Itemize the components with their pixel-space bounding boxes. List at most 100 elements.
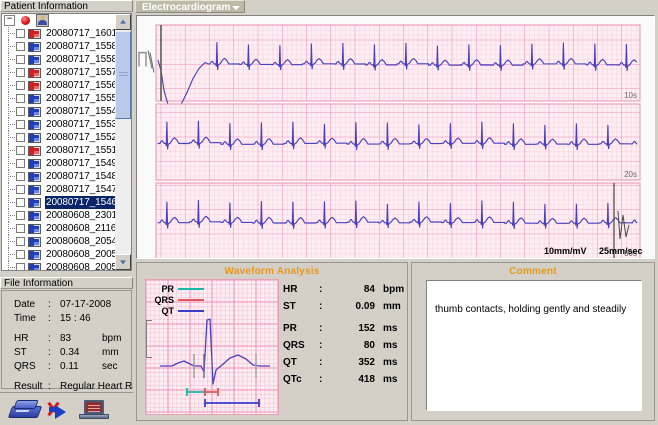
tree-item[interactable]: 20080717_1553_06	[2, 118, 115, 131]
file-info-key: Result	[14, 381, 43, 392]
metric-value: 418	[358, 374, 375, 385]
tree-item[interactable]: 20080717_1547_01	[2, 183, 115, 196]
ecg-record-icon	[28, 236, 41, 247]
patient-information-title: Patient Information	[0, 0, 133, 12]
tree-item[interactable]: 20080717_1546_00	[2, 196, 115, 209]
tree-item[interactable]: 20080717_1555_08	[2, 92, 115, 105]
scroll-down-button[interactable]	[115, 254, 131, 270]
file-info-unit: mm	[102, 347, 119, 358]
action-toolbar	[0, 392, 133, 425]
record-checkbox[interactable]	[16, 146, 25, 155]
waveform-metric-row: QT: 352 ms	[283, 354, 405, 371]
scroll-up-button[interactable]	[115, 14, 131, 30]
tree-root-row[interactable]: −	[2, 14, 115, 27]
metric-value: 84	[363, 284, 375, 295]
ecg-record-icon	[28, 145, 41, 156]
ecg-record-icon	[28, 132, 41, 143]
tree-item[interactable]: 20080717_1558_11	[2, 53, 115, 66]
tree-item-label: 20080717_1557_10	[46, 67, 115, 78]
record-checkbox[interactable]	[16, 172, 25, 181]
ecg-trace	[157, 120, 638, 151]
tree-item[interactable]: 20080717_1548_02	[2, 170, 115, 183]
ecg-record-icon	[28, 184, 41, 195]
patient-file-tree[interactable]: − 20080717_1601_0020080717_1558_12200807…	[1, 13, 132, 271]
tree-item-label: 20080717_1546_00	[45, 196, 115, 209]
collapse-toggle-icon[interactable]: −	[4, 15, 15, 26]
record-checkbox[interactable]	[16, 237, 25, 246]
waveform-metric-row: QRS: 80 ms	[283, 337, 405, 354]
tree-item[interactable]: 20080717_1556_09	[2, 79, 115, 92]
tree-scrollbar[interactable]	[115, 14, 131, 270]
tree-item-label: 20080717_1558_12	[46, 41, 115, 52]
record-checkbox[interactable]	[16, 42, 25, 51]
metric-value: 80	[363, 340, 375, 351]
record-checkbox[interactable]	[16, 159, 25, 168]
tab-bar: Electrocardiogram	[133, 0, 658, 14]
comment-textarea[interactable]: thumb contacts, holding gently and stead…	[426, 280, 642, 411]
record-checkbox[interactable]	[16, 55, 25, 64]
tree-item[interactable]: 20080608_2054_14	[2, 235, 115, 248]
metric-colon: :	[319, 301, 323, 312]
tree-item[interactable]: 20080717_1558_12	[2, 40, 115, 53]
ecg-strips: 10s 20s 30s 10mm/mV 25mm/sec	[137, 16, 654, 258]
export-icon[interactable]	[43, 397, 77, 421]
ecg-waveform-display[interactable]: 10s 20s 30s 10mm/mV 25mm/sec	[136, 15, 655, 259]
record-checkbox[interactable]	[16, 133, 25, 142]
tree-item[interactable]: 20080717_1554_07	[2, 105, 115, 118]
metric-value: 0.09	[355, 301, 375, 312]
tree-item[interactable]: 20080717_1601_00	[2, 27, 115, 40]
waveform-metric-row: ST: 0.09 mm	[283, 298, 405, 315]
scrollbar-thumb[interactable]	[115, 31, 131, 119]
ecg-record-icon	[28, 80, 41, 91]
tab-electrocardiogram[interactable]: Electrocardiogram	[135, 0, 246, 13]
tree-item-label: 20080608_2301_16	[46, 210, 115, 221]
comment-title: Comment	[509, 266, 557, 277]
record-checkbox[interactable]	[16, 211, 25, 220]
tree-item-label: 20080717_1551_04	[46, 145, 115, 156]
record-checkbox[interactable]	[16, 263, 25, 270]
metric-unit: bpm	[383, 284, 405, 295]
tree-connector	[8, 131, 17, 144]
record-checkbox[interactable]	[16, 94, 25, 103]
waveform-analysis-title: Waveform Analysis	[224, 266, 320, 277]
metric-key: HR	[283, 284, 298, 295]
metric-key: QRS	[283, 340, 305, 351]
ecg-record-icon	[28, 210, 41, 221]
record-checkbox[interactable]	[16, 81, 25, 90]
file-info-colon: :	[48, 333, 51, 344]
tree-item[interactable]: 20080717_1549_03	[2, 157, 115, 170]
tree-connector	[8, 157, 17, 170]
record-checkbox[interactable]	[16, 250, 25, 259]
ecg-time-mark: 30s	[624, 249, 637, 258]
file-info-key: QRS	[14, 361, 36, 372]
tree-item-label: 20080717_1548_02	[46, 171, 115, 182]
patient-avatar-icon	[35, 14, 49, 27]
metric-key: PR	[283, 323, 297, 334]
tree-item[interactable]: 20080717_1551_04	[2, 144, 115, 157]
tree-connector	[8, 105, 17, 118]
left-sidebar: Patient Information − 20080717_1601_0020…	[0, 0, 146, 425]
tree-connector	[8, 235, 17, 248]
file-info-key: Date	[14, 299, 36, 310]
record-checkbox[interactable]	[16, 198, 25, 207]
waveform-analysis-panel: Waveform Analysis PR QRS QT HR:84 bpm ST:0.0…	[136, 262, 408, 421]
record-checkbox[interactable]	[16, 120, 25, 129]
record-checkbox[interactable]	[16, 29, 25, 38]
tree-item-label: 20080608_2005_13	[46, 249, 115, 260]
tree-item[interactable]: 20080608_2005_12	[2, 261, 115, 270]
record-checkbox[interactable]	[16, 185, 25, 194]
computer-icon[interactable]	[78, 397, 112, 421]
print-icon[interactable]	[7, 397, 43, 421]
tree-connector	[8, 248, 17, 261]
chevron-down-icon[interactable]	[232, 6, 241, 10]
record-checkbox[interactable]	[16, 224, 25, 233]
file-info-value: 0.11	[60, 361, 79, 372]
tree-item[interactable]: 20080717_1557_10	[2, 66, 115, 79]
record-checkbox[interactable]	[16, 68, 25, 77]
record-checkbox[interactable]	[16, 107, 25, 116]
tree-item[interactable]: 20080608_2301_16	[2, 209, 115, 222]
tree-item[interactable]: 20080608_2005_13	[2, 248, 115, 261]
tree-item[interactable]: 20080608_2116_15	[2, 222, 115, 235]
